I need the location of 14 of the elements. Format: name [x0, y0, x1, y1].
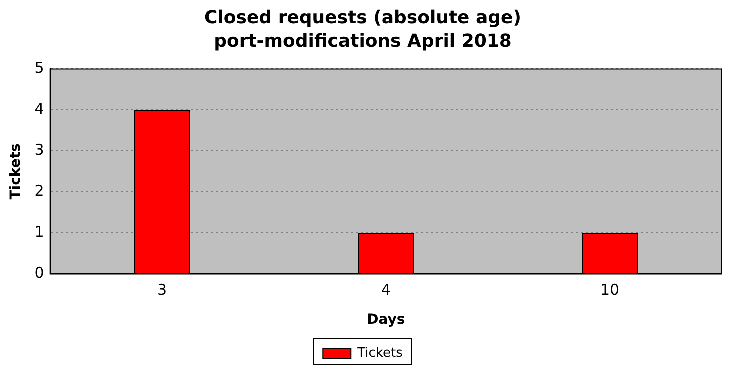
y-axis-title: Tickets — [8, 144, 24, 200]
x-axis-title: Days — [367, 312, 406, 328]
x-tick-label: 10 — [600, 281, 620, 300]
y-tick-label: 4 — [34, 100, 44, 118]
chart-title: Closed requests (absolute age) — [204, 7, 522, 28]
legend-label: Tickets — [356, 346, 404, 361]
chart-subtitle: port-modifications April 2018 — [214, 31, 512, 52]
y-tick-label: 3 — [34, 141, 44, 160]
y-tick-label: 2 — [34, 182, 44, 200]
y-tick-label: 0 — [34, 264, 44, 282]
x-tick-label: 4 — [381, 281, 391, 300]
y-tick-label: 5 — [34, 59, 44, 78]
y-tick-label: 1 — [34, 223, 44, 242]
x-tick-label: 3 — [158, 281, 168, 300]
